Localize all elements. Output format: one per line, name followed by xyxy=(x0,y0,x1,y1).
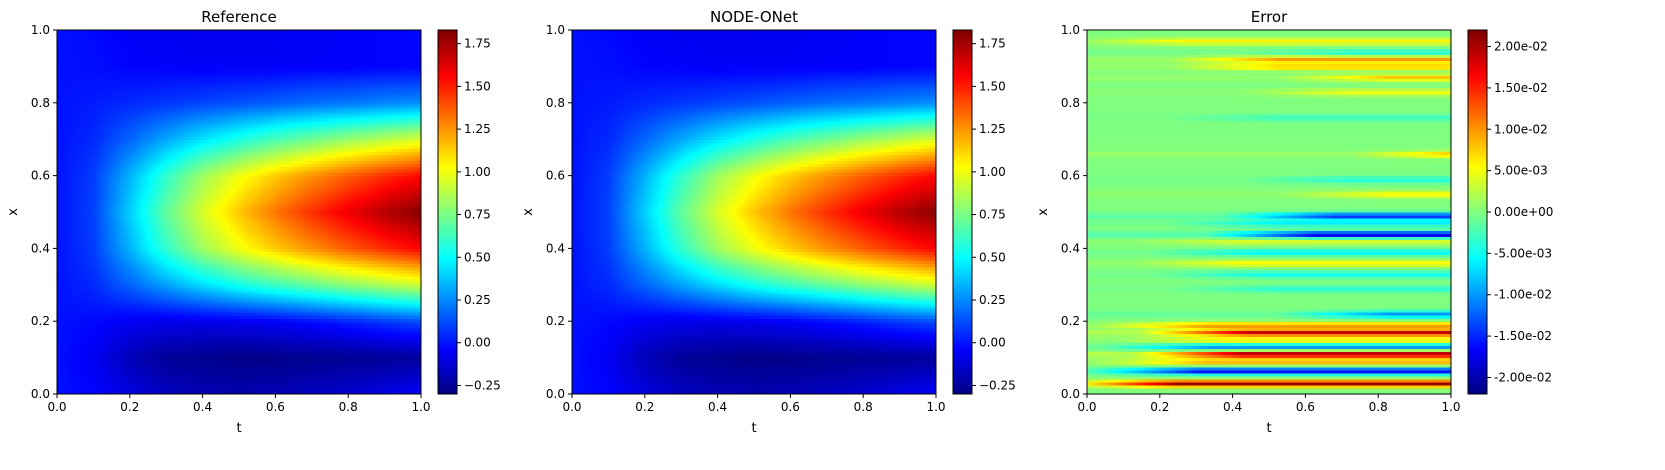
heatmap-cells xyxy=(57,30,422,395)
